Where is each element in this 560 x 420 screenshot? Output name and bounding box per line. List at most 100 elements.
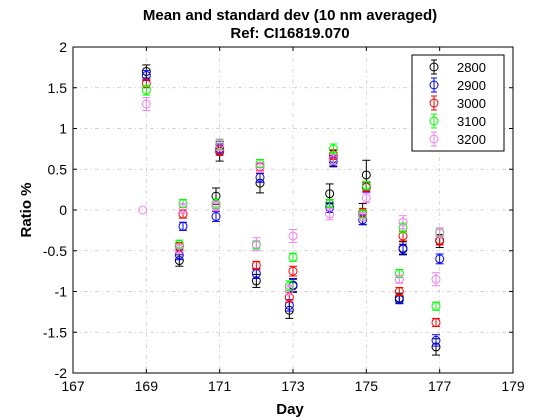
legend-marker [429, 98, 439, 108]
marker [328, 144, 338, 154]
legend-label: 2800 [457, 60, 486, 75]
chart-subtitle: Ref: CI16819.070 [230, 25, 349, 42]
marker [251, 239, 261, 249]
marker [361, 170, 371, 180]
data-point [215, 138, 225, 152]
data-point [361, 180, 371, 191]
data-point [394, 286, 404, 297]
data-point [431, 272, 441, 287]
marker [178, 221, 188, 231]
data-point [138, 205, 148, 215]
data-point [211, 200, 221, 212]
marker [325, 189, 335, 199]
y-tick-label: 1.5 [48, 80, 68, 96]
y-tick-label: -1 [55, 284, 68, 300]
data-point [141, 70, 151, 81]
legend-item: 2900 [429, 77, 486, 93]
marker [361, 181, 371, 191]
legend-label: 3000 [457, 96, 486, 111]
data-point [178, 202, 188, 214]
data-point [328, 154, 338, 165]
x-tick-label: 167 [61, 378, 85, 394]
marker [435, 228, 445, 238]
legend-item: 3100 [429, 113, 486, 129]
y-axis-label: Ratio % [18, 182, 35, 237]
data-point [325, 198, 335, 209]
data-point [251, 237, 261, 252]
data-point [288, 252, 298, 262]
marker [284, 285, 294, 295]
data-point [398, 215, 408, 230]
x-axis-label: Day [276, 401, 304, 418]
marker [255, 172, 265, 182]
data-point [211, 211, 221, 222]
axis-ticks: 167 169 171 173 175 177 179 -2 -1.5 -1 -0.5 0 0.5 1 1.… [43, 39, 525, 394]
data-point [361, 192, 371, 204]
data-point [251, 260, 261, 270]
legend-label: 3200 [457, 132, 486, 147]
data-point [255, 162, 265, 174]
x-tick-label: 179 [501, 378, 525, 394]
legend: 2800 2900 3000 3100 3200 [411, 54, 505, 152]
legend-box [411, 54, 505, 152]
marker [178, 203, 188, 213]
x-tick-label: 173 [281, 378, 305, 394]
legend-item: 3000 [429, 95, 486, 111]
marker [174, 244, 184, 254]
data-point [178, 221, 188, 231]
x-tick-label: 177 [428, 378, 452, 394]
data-point [398, 243, 408, 255]
marker [394, 287, 404, 296]
data-point [435, 227, 445, 239]
data-point [431, 317, 441, 328]
x-tick-label: 175 [355, 378, 379, 394]
data-point [394, 295, 404, 305]
data-point [431, 301, 441, 311]
marker [211, 212, 221, 222]
data-point [284, 284, 294, 296]
marker [288, 266, 298, 276]
marker [431, 317, 441, 327]
x-tick-label: 169 [135, 378, 159, 394]
legend-label: 3100 [457, 114, 486, 129]
marker [215, 140, 225, 150]
legend-marker [429, 80, 439, 90]
legend-item: 2800 [429, 59, 486, 75]
legend-item: 3200 [429, 131, 486, 147]
data-point [288, 229, 298, 244]
data-point [394, 274, 404, 284]
y-tick-label: 2 [59, 39, 67, 55]
chart-title: Mean and standard dev (10 nm averaged) [143, 7, 437, 24]
data-point [174, 243, 184, 255]
series-3200 [138, 97, 445, 296]
y-tick-label: -0.5 [43, 243, 67, 259]
marker [325, 198, 335, 208]
marker [288, 231, 298, 241]
y-tick-label: -1.5 [43, 324, 67, 340]
marker [398, 217, 408, 227]
marker [431, 335, 441, 345]
marker [394, 274, 404, 284]
marker [141, 85, 151, 95]
data-point [251, 268, 261, 279]
marker [141, 99, 151, 109]
marker [361, 193, 371, 203]
marker [435, 254, 445, 264]
legend-marker [429, 62, 439, 72]
y-tick-label: -2 [55, 365, 68, 381]
data-point [141, 84, 151, 96]
marker [255, 163, 265, 173]
y-tick-label: 0.5 [48, 161, 68, 177]
data-point [288, 265, 298, 277]
data-point [325, 207, 335, 221]
y-tick-label: 0 [59, 202, 67, 218]
marker [251, 260, 261, 270]
marker [325, 209, 335, 219]
data-point [358, 211, 368, 222]
y-tick-label: 1 [59, 121, 67, 137]
marker [288, 252, 298, 262]
marker [211, 201, 221, 211]
marker [358, 212, 368, 222]
data-point [431, 334, 441, 347]
